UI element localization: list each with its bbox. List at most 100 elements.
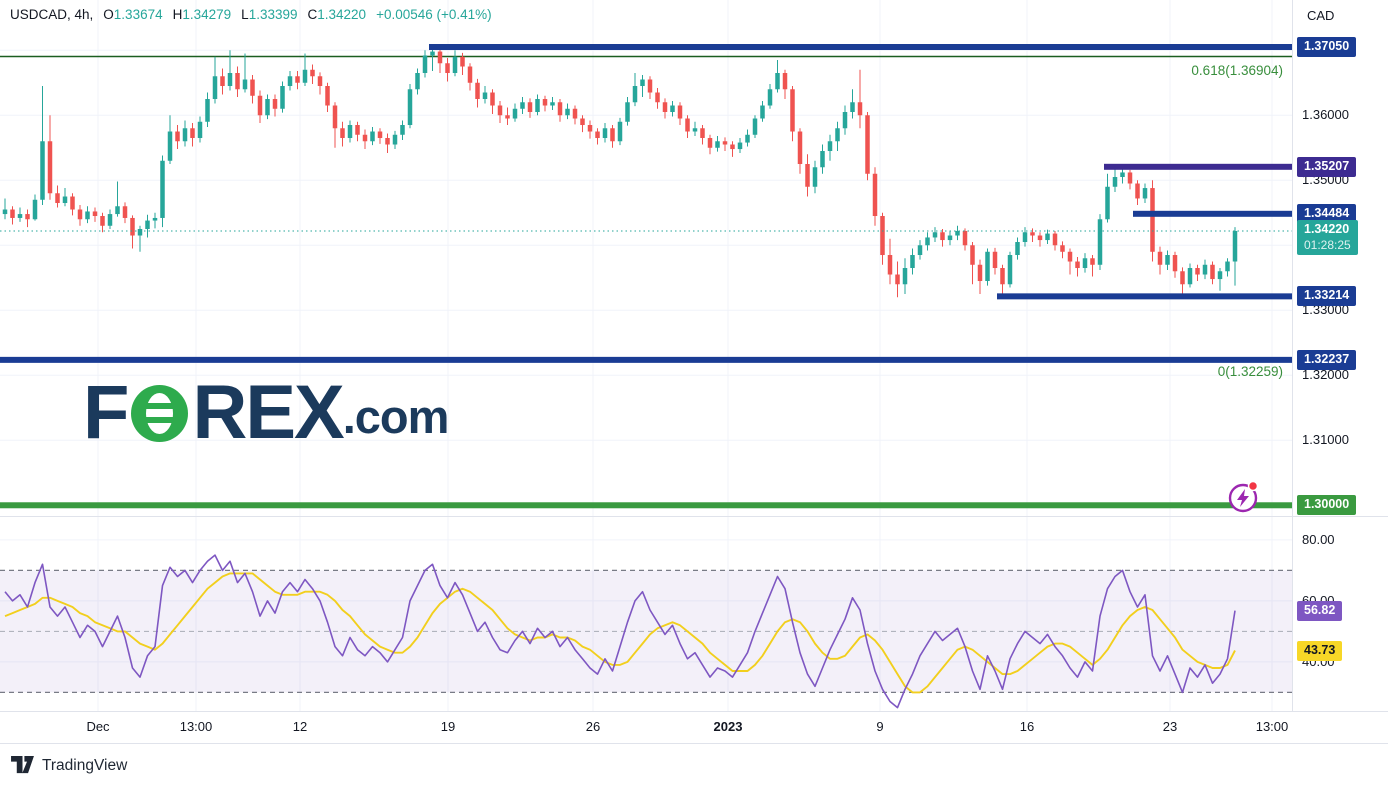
candle-body <box>557 102 563 116</box>
time-scale-label: 26 <box>585 719 601 734</box>
candle-body <box>655 92 660 103</box>
candle-body <box>602 128 608 139</box>
candle-body <box>1022 232 1028 243</box>
tradingview-logo-icon <box>11 755 34 774</box>
sr-level-line[interactable] <box>1133 210 1292 217</box>
rsi-ma-line <box>4 572 1236 694</box>
indicator-badge: 56.82 <box>1297 600 1343 621</box>
symbol-title[interactable]: USDCAD, 4h, <box>10 7 94 22</box>
candle-body <box>115 206 120 215</box>
candle-body <box>767 89 773 106</box>
rsi-band <box>0 570 1292 693</box>
time-scale-label: 13:00 <box>1255 719 1289 734</box>
price-scale[interactable]: CAD 1.36000 1.35000 1.33000 1.32000 1.31000 8… <box>1292 0 1388 743</box>
candle-body <box>17 214 23 218</box>
candle-body <box>415 73 420 90</box>
candle-body <box>940 232 945 241</box>
candle-body <box>1202 264 1208 275</box>
candle-body <box>700 128 705 139</box>
candle-body <box>1157 251 1163 265</box>
candle-body <box>272 99 278 109</box>
ohlc-low: L1.33399 <box>241 7 298 22</box>
lightning-bolt-icon <box>1237 489 1249 507</box>
candle-body <box>872 173 878 217</box>
candle-body <box>250 79 255 96</box>
candle-body <box>985 251 990 282</box>
currency-label: CAD <box>1307 8 1335 23</box>
sr-level-line[interactable] <box>429 44 1292 51</box>
candle-body <box>77 209 83 220</box>
candle-body <box>287 76 293 87</box>
time-scale[interactable]: Dec 13:00 12 19 26 2023 9 16 23 13:00 <box>0 711 1388 744</box>
sr-level-line[interactable] <box>0 356 1292 363</box>
tradingview-attribution[interactable]: TradingView <box>10 755 127 776</box>
candle-body <box>422 55 428 74</box>
candle-body <box>295 76 300 83</box>
candle-body <box>550 102 555 106</box>
candle-body <box>745 134 750 143</box>
candle-body <box>587 125 593 132</box>
candle-body <box>122 206 128 218</box>
candle-body <box>1052 233 1058 246</box>
candle-body <box>925 237 930 246</box>
candle-body <box>10 209 15 218</box>
candle-body <box>820 151 825 168</box>
candle-body <box>167 131 173 161</box>
candle-body <box>227 73 233 87</box>
ohlc-close: C1.34220 <box>307 7 367 22</box>
fib-0-label: 0(1.32259) <box>1217 364 1283 380</box>
candle-body <box>572 108 578 119</box>
time-scale-label: 9 <box>876 719 884 734</box>
candle-body <box>535 99 540 113</box>
candle-body <box>805 164 810 187</box>
candle-body <box>1037 235 1043 241</box>
symbol-header: USDCAD, 4h, O1.33674 H1.34279 L1.33399 C… <box>10 7 492 22</box>
candle-body <box>662 102 668 113</box>
sr-level-line[interactable] <box>0 502 1292 509</box>
candle-body <box>632 86 638 103</box>
candle-body <box>970 245 975 265</box>
price-scale-label: 1.36000 <box>1302 107 1349 123</box>
time-scale-label: 12 <box>292 719 308 734</box>
candle-body <box>857 102 863 116</box>
candle-body <box>647 79 653 93</box>
candle-body <box>40 141 45 200</box>
candle-body <box>775 73 780 90</box>
forex-com-watermark: F REX.com <box>83 375 449 451</box>
candle-body <box>145 220 150 230</box>
time-scale-label: 23 <box>1162 719 1178 734</box>
candle-body <box>752 118 758 135</box>
candle-body <box>715 141 720 148</box>
candle-body <box>962 230 968 246</box>
candle-body <box>445 63 450 74</box>
candle-body <box>730 144 735 150</box>
candle-body <box>182 128 188 142</box>
price-badge: 1.32237 <box>1297 349 1357 370</box>
candle-body <box>325 86 330 106</box>
candle-body <box>1127 172 1133 184</box>
sr-level-line[interactable] <box>997 293 1292 300</box>
candle-body <box>707 138 713 148</box>
candle-body <box>1112 177 1118 187</box>
candle-body <box>430 51 435 56</box>
candle-body <box>827 141 833 152</box>
candle-body <box>880 216 885 256</box>
sr-level-line[interactable] <box>1104 163 1292 170</box>
candle-body <box>565 108 570 116</box>
candle-body <box>977 264 983 282</box>
candle-body <box>1015 242 1020 256</box>
pane-divider[interactable] <box>0 516 1388 517</box>
candle-body <box>362 134 368 142</box>
ohlc-high: H1.34279 <box>172 7 232 22</box>
candle-body <box>895 274 900 285</box>
candle-body <box>910 255 915 269</box>
candle-body <box>100 216 105 226</box>
candle-body <box>152 217 158 221</box>
candle-body <box>205 99 210 122</box>
candle-body <box>467 66 473 83</box>
candle-body <box>25 214 30 220</box>
candle-body <box>212 76 218 100</box>
candle-body <box>70 196 75 210</box>
